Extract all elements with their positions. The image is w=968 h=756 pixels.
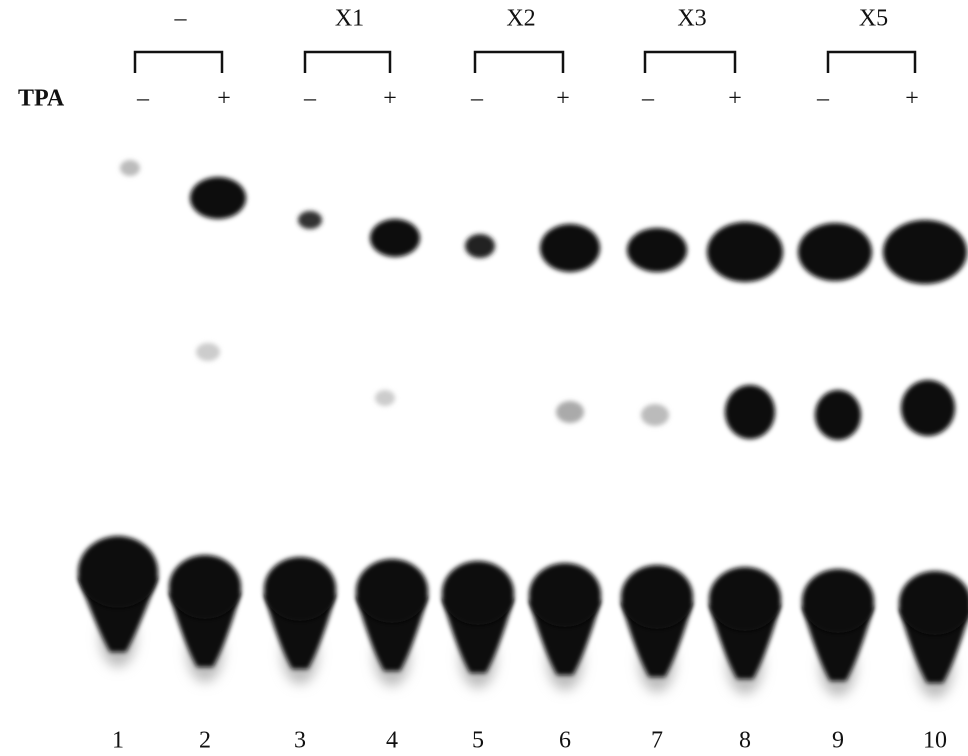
lane-number: 10 bbox=[923, 728, 947, 754]
tpa-sign: – bbox=[303, 86, 317, 112]
spot bbox=[901, 380, 955, 436]
tpa-sign: – bbox=[816, 86, 830, 112]
lane-number: 5 bbox=[472, 728, 484, 754]
autoradiograph-figure: TPA – – 1 +2 X1 – 3 +4 X2 – 5 +6 X3 – 7 +8 X5 – 9 +10 bbox=[0, 0, 968, 756]
tpa-sign: + bbox=[728, 86, 742, 112]
lane-number: 2 bbox=[199, 728, 211, 754]
bracket bbox=[305, 52, 390, 73]
spot-head bbox=[264, 557, 336, 621]
origin-spots bbox=[78, 536, 968, 698]
spot bbox=[298, 211, 322, 229]
spot-head bbox=[78, 536, 158, 608]
bracket bbox=[475, 52, 563, 73]
bracket bbox=[645, 52, 735, 73]
lane-number: 9 bbox=[832, 728, 844, 754]
tpa-sign: + bbox=[556, 86, 570, 112]
spot-head bbox=[442, 561, 514, 625]
tpa-sign: + bbox=[217, 86, 231, 112]
bracket bbox=[828, 52, 915, 73]
spot bbox=[798, 223, 872, 281]
lane-number: 4 bbox=[386, 728, 398, 754]
tpa-sign: + bbox=[383, 86, 397, 112]
spot bbox=[815, 390, 861, 440]
lane-number: 1 bbox=[112, 728, 124, 754]
spot bbox=[556, 401, 584, 423]
spots bbox=[120, 160, 967, 440]
group-label: X1 bbox=[335, 6, 364, 32]
lane-number: 8 bbox=[739, 728, 751, 754]
spot bbox=[883, 220, 967, 284]
row-label: TPA bbox=[18, 86, 65, 112]
spot-head bbox=[709, 567, 781, 631]
lane-number: 7 bbox=[651, 728, 663, 754]
spot bbox=[707, 222, 783, 282]
tpa-sign: – bbox=[641, 86, 655, 112]
group-label: X2 bbox=[506, 6, 535, 32]
tpa-sign: – bbox=[470, 86, 484, 112]
tpa-sign: + bbox=[905, 86, 919, 112]
lane-number: 6 bbox=[559, 728, 571, 754]
group-label: X5 bbox=[859, 6, 888, 32]
spot bbox=[370, 219, 420, 257]
spot-head bbox=[529, 563, 601, 627]
spot bbox=[120, 160, 140, 176]
bracket bbox=[135, 52, 222, 73]
spot-head bbox=[802, 569, 874, 633]
tpa-sign: – bbox=[136, 86, 150, 112]
lane-number: 3 bbox=[294, 728, 306, 754]
spot-head bbox=[899, 571, 968, 635]
spot bbox=[627, 228, 687, 272]
spot bbox=[196, 343, 220, 361]
spot bbox=[540, 224, 600, 272]
spot-head bbox=[356, 559, 428, 623]
spot bbox=[375, 390, 395, 406]
spot bbox=[725, 385, 775, 439]
spot bbox=[190, 177, 246, 219]
group-label: – bbox=[174, 6, 188, 32]
spot-head bbox=[621, 565, 693, 629]
spot bbox=[465, 234, 495, 258]
spot-head bbox=[169, 555, 241, 619]
spot bbox=[641, 404, 669, 426]
group-label: X3 bbox=[677, 6, 706, 32]
